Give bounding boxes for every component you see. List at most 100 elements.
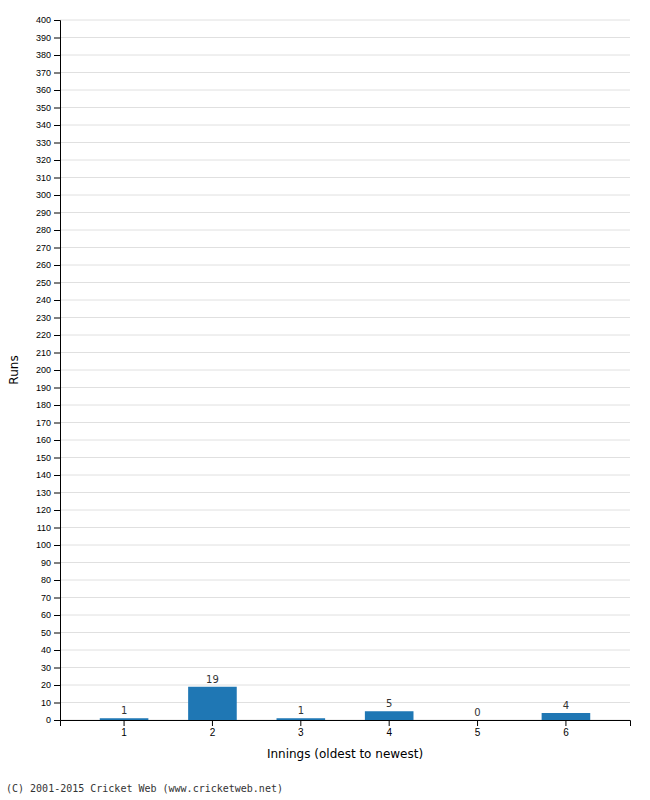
tick-mark [212,720,213,726]
grid-line [60,650,630,651]
tick-label: 340 [36,120,51,130]
tick: 370 [36,68,60,78]
tick: 160 [36,435,60,445]
tick-label: 100 [36,540,51,550]
grid-line [60,615,630,616]
tick-mark [54,615,60,616]
tick-mark [54,510,60,511]
tick-mark [54,685,60,686]
tick: 230 [36,313,60,323]
tick-mark [54,563,60,564]
grid-line [60,300,630,301]
tick: 290 [36,208,60,218]
footer: (C) 2001-2015 Cricket Web (www.cricketwe… [6,783,283,794]
tick-mark [565,720,566,726]
grid-line [60,177,630,178]
tick-label: 350 [36,103,51,113]
grid-line [60,667,630,668]
tick-mark [54,38,60,39]
tick-label: 140 [36,470,51,480]
grid-line [60,37,630,38]
tick: 2 [210,720,216,738]
tick-mark [54,440,60,441]
grid-line [60,632,630,633]
grid-line [60,20,630,21]
tick: 260 [36,260,60,270]
tick: 390 [36,33,60,43]
tick-mark [54,283,60,284]
tick: 5 [475,720,481,738]
bar [542,713,591,720]
tick: 100 [36,540,60,550]
tick-mark [300,720,301,726]
tick: 140 [36,470,60,480]
tick-label: 70 [41,593,51,603]
tick-mark [54,545,60,546]
tick-label: 50 [41,628,51,638]
tick-mark [54,248,60,249]
grid-line [60,597,630,598]
chart: 1191504010203040506070809010011012013014… [0,0,650,800]
plot: 1191504010203040506070809010011012013014… [7,15,631,761]
tick-label: 180 [36,400,51,410]
tick: 400 [36,15,60,25]
data-label: 4 [563,700,569,711]
tick: 190 [36,383,60,393]
tick-mark [54,405,60,406]
data-label: 1 [121,705,127,716]
data-label: 19 [206,674,219,685]
tick-label: 230 [36,313,51,323]
tick-label: 250 [36,278,51,288]
tick-mark [54,370,60,371]
tick-label: 130 [36,488,51,498]
tick-mark [54,160,60,161]
grid-line [60,457,630,458]
tick-label: 60 [41,610,51,620]
grid-line [60,510,630,511]
tick-mark [54,668,60,669]
tick-label: 220 [36,330,51,340]
grid-line [60,562,630,563]
tick-label: 310 [36,173,51,183]
tick-mark [54,353,60,354]
tick: 6 [563,720,569,738]
bar [100,718,149,720]
tick-label: 0 [46,715,51,725]
tick-mark [54,493,60,494]
tick-label: 370 [36,68,51,78]
tick: 170 [36,418,60,428]
grid-line [60,387,630,388]
tick: 4 [386,720,392,738]
tick-label: 150 [36,453,51,463]
axis-line [61,721,631,727]
tick-label: 200 [36,365,51,375]
grid-line [60,405,630,406]
tick: 40 [41,645,60,655]
tick-mark [389,720,390,726]
tick-label: 2 [210,727,216,738]
tick: 360 [36,85,60,95]
grid-line [60,317,630,318]
tick-mark [54,458,60,459]
tick-mark [54,318,60,319]
grid-line [60,72,630,73]
tick-mark [124,720,125,726]
tick: 30 [41,663,60,673]
tick: 0 [46,715,60,725]
grid-line [60,142,630,143]
tick-mark [54,90,60,91]
tick-label: 300 [36,190,51,200]
tick: 90 [41,558,60,568]
tick-mark [54,265,60,266]
tick-label: 320 [36,155,51,165]
tick: 280 [36,225,60,235]
grid-line [60,475,630,476]
tick-mark [54,528,60,529]
tick: 330 [36,138,60,148]
tick: 120 [36,505,60,515]
grid-line [60,90,630,91]
grid-line [60,702,630,703]
tick-label: 4 [386,727,392,738]
tick-label: 90 [41,558,51,568]
tick-label: 80 [41,575,51,585]
